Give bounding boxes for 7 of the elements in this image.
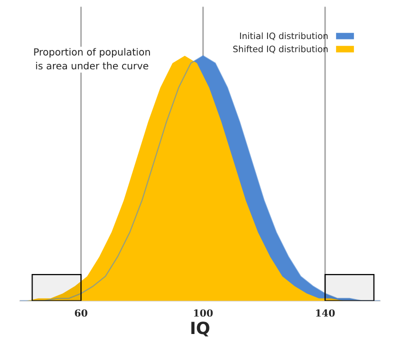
legend-label: Initial IQ distribution bbox=[240, 32, 328, 40]
x-tick-label: 100 bbox=[194, 309, 213, 317]
x-tick-label: 60 bbox=[74, 309, 88, 317]
x-axis-title: IQ bbox=[191, 322, 210, 336]
annotation: Proportion of population is area under the curve bbox=[34, 48, 150, 70]
legend-label: Shifted IQ distribution bbox=[233, 46, 328, 54]
x-tick-label: 140 bbox=[316, 309, 335, 317]
